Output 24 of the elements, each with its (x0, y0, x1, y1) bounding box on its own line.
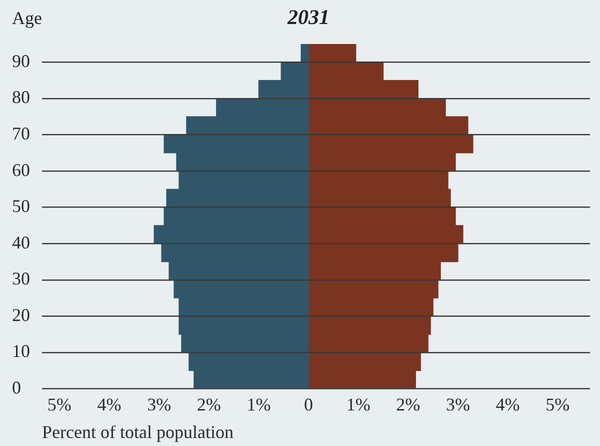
y-tick-label: 20 (12, 304, 30, 325)
y-tick-label: 30 (12, 268, 30, 289)
y-tick-label: 40 (12, 232, 30, 252)
x-tick-label: 1% (346, 394, 370, 414)
y-tick-label: 10 (12, 341, 30, 362)
y-tick-label: 0 (12, 378, 21, 398)
chart-title: 2031 (286, 5, 330, 29)
x-tick-label: 5% (47, 394, 72, 414)
y-axis-title: Age (12, 8, 42, 28)
y-tick-label: 70 (12, 123, 30, 144)
x-tick-label: 3% (446, 394, 470, 414)
x-tick-label: 3% (147, 394, 172, 414)
y-tick-label: 50 (12, 196, 30, 216)
x-tick-label: 5% (546, 394, 570, 414)
x-tick-label: 0 (304, 394, 314, 414)
x-tick-label: 4% (97, 394, 122, 414)
y-tick-label: 80 (12, 87, 30, 108)
x-axis-title: Percent of total population (42, 422, 234, 442)
y-tick-label: 60 (12, 160, 30, 180)
x-tick-label: 1% (246, 394, 271, 414)
x-tick-label: 2% (396, 394, 420, 414)
y-tick-label: 90 (12, 50, 30, 71)
x-tick-label: 4% (496, 394, 520, 414)
x-tick-label: 2% (196, 394, 221, 414)
